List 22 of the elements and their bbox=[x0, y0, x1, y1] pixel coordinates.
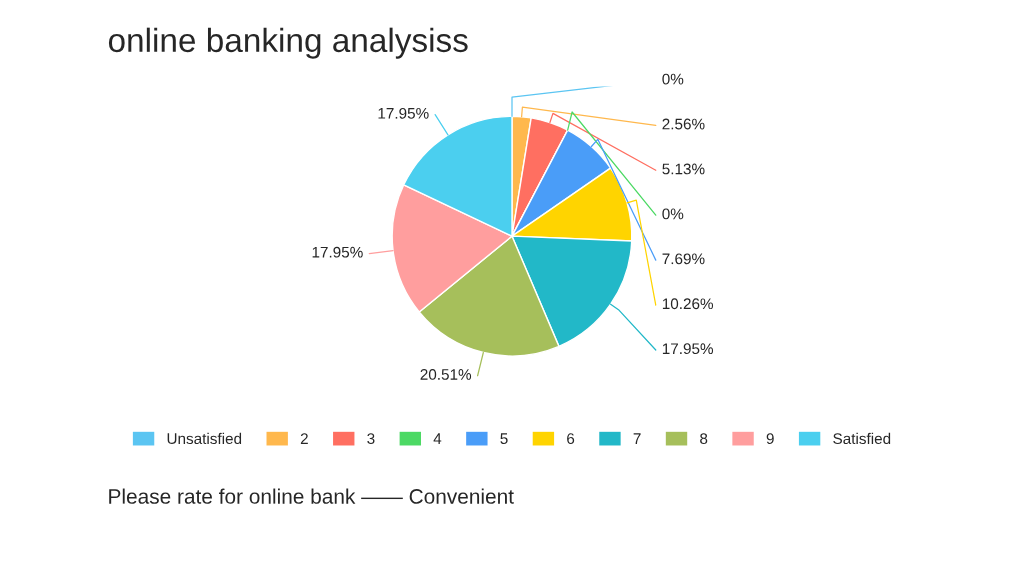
data-label: 10.26% bbox=[662, 298, 714, 310]
data-label: 20.51% bbox=[420, 369, 472, 380]
text: 0% bbox=[662, 208, 684, 220]
chart-title: online banking analysiss bbox=[108, 27, 468, 59]
data-label: 17.95% bbox=[662, 343, 714, 355]
legend-label: 6 bbox=[567, 433, 575, 445]
text: 0% bbox=[662, 73, 684, 85]
legend-label: 5 bbox=[500, 433, 508, 445]
text: Please rate for online bank —— Convenient bbox=[109, 488, 514, 504]
legend-label: 9 bbox=[766, 433, 774, 445]
legend-label: 8 bbox=[700, 433, 708, 445]
legend-label: Unsatisfied bbox=[167, 432, 242, 445]
legend-label: 3 bbox=[367, 433, 375, 445]
data-label: 17.95% bbox=[378, 107, 429, 119]
legend-label: 2 bbox=[300, 433, 308, 444]
legend-label: 7 bbox=[633, 433, 641, 444]
data-label: 5.13% bbox=[662, 163, 705, 175]
data-label: 7.69% bbox=[662, 253, 705, 265]
data-label: 17.95% bbox=[312, 246, 363, 258]
legend-label: 4 bbox=[433, 433, 442, 444]
data-label: 2.56% bbox=[662, 118, 705, 130]
legend-label: Satisfied bbox=[833, 432, 891, 445]
